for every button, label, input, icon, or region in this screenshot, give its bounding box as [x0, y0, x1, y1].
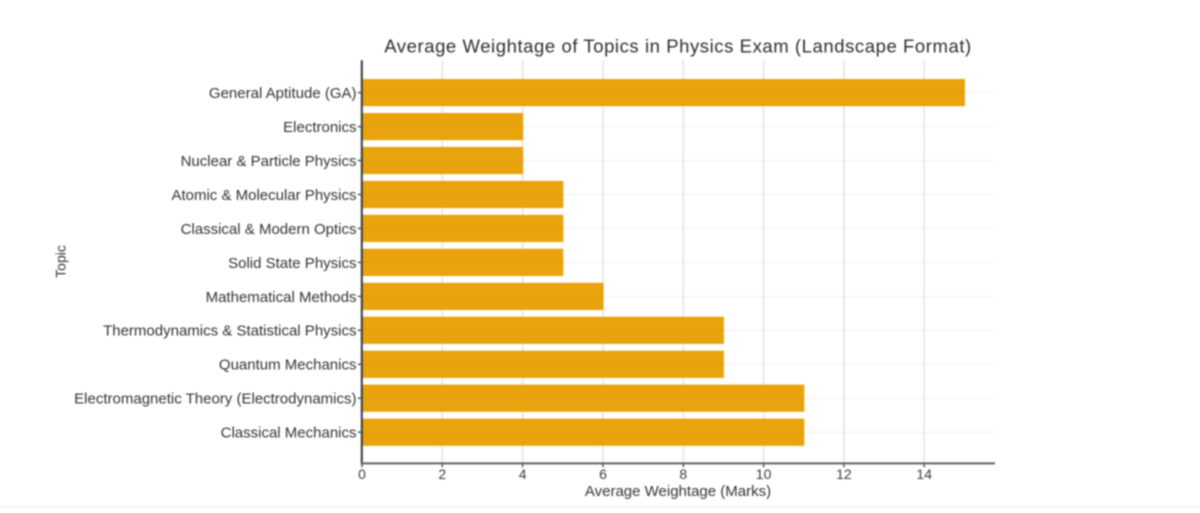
svg-text:General Aptitude (GA): General Aptitude (GA)	[209, 85, 357, 102]
svg-text:Atomic & Molecular Physics: Atomic & Molecular Physics	[171, 187, 356, 204]
svg-text:12: 12	[836, 466, 852, 482]
svg-text:Thermodynamics & Statistical P: Thermodynamics & Statistical Physics	[103, 323, 356, 340]
svg-text:Solid State Physics: Solid State Physics	[228, 255, 356, 272]
svg-text:Electronics: Electronics	[283, 119, 356, 136]
svg-text:0: 0	[358, 466, 366, 482]
svg-text:Classical & Modern Optics: Classical & Modern Optics	[181, 221, 357, 238]
svg-text:Classical Mechanics: Classical Mechanics	[221, 425, 357, 442]
svg-text:Quantum Mechanics: Quantum Mechanics	[219, 357, 357, 374]
svg-text:6: 6	[599, 466, 607, 482]
svg-text:4: 4	[519, 466, 527, 482]
svg-text:10: 10	[756, 466, 772, 482]
svg-text:Nuclear & Particle Physics: Nuclear & Particle Physics	[181, 153, 357, 170]
svg-text:Mathematical Methods: Mathematical Methods	[206, 289, 357, 306]
svg-text:14: 14	[916, 466, 932, 482]
svg-text:2: 2	[438, 466, 446, 482]
svg-text:Topic: Topic	[52, 245, 68, 278]
svg-text:Average Weightage (Marks): Average Weightage (Marks)	[585, 483, 771, 500]
svg-text:Electromagnetic Theory (Electr: Electromagnetic Theory (Electrodynamics)	[74, 391, 356, 408]
svg-text:Average Weightage of Topics in: Average Weightage of Topics in Physics E…	[384, 36, 972, 57]
svg-text:8: 8	[679, 466, 687, 482]
